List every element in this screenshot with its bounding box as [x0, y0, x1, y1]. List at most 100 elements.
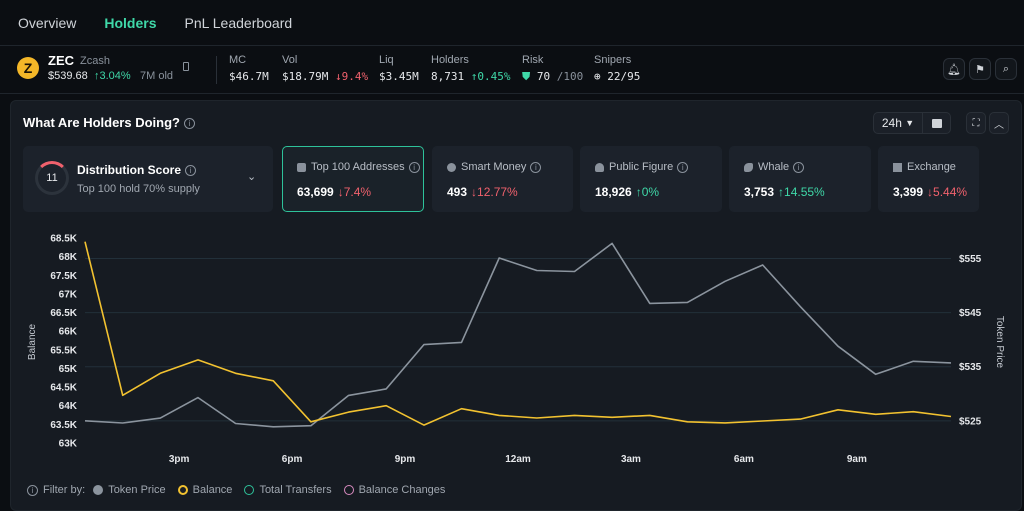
vol-change: ↓9.4% — [334, 70, 369, 83]
x-tick-label: 3am — [621, 454, 641, 465]
legend-label: Token Price — [108, 484, 166, 496]
card-title: Exchange — [893, 161, 956, 173]
legend-label: Total Transfers — [259, 484, 332, 496]
vol-value: $18.79M — [282, 70, 329, 83]
search-button[interactable]: ⌕ — [995, 58, 1017, 80]
y-tick-label-left: 65K — [59, 364, 78, 375]
y-tick-label-left: 63K — [59, 439, 78, 450]
card-top-100-addresses[interactable]: Top 100 Addresses i 63,699 ↓7.4% — [282, 146, 424, 212]
y-tick-label-right: $525 — [959, 416, 982, 427]
stat-snipers: Snipers ⊕ 22/95 — [594, 54, 640, 83]
shield-icon: ⛊ — [522, 70, 531, 83]
panel-title: What Are Holders Doing? i — [23, 115, 195, 130]
whale-icon — [744, 162, 753, 172]
y-tick-label-left: 67.5K — [50, 271, 77, 282]
stat-risk: Risk ⛊ 70 /100 — [522, 54, 583, 84]
card-value-number: 493 — [447, 185, 468, 199]
public-figure-icon — [595, 162, 604, 172]
calendar-button[interactable] — [923, 112, 951, 134]
card-exchange[interactable]: Exchange 3,399 ↓5.44% — [878, 146, 979, 212]
y-tick-label-left: 66K — [59, 327, 78, 338]
bell-icon: 🔔︎ — [947, 63, 961, 76]
copy-icon[interactable] — [183, 62, 189, 71]
y-tick-label-left: 64K — [59, 401, 78, 412]
risk-max: /100 — [556, 70, 584, 83]
stat-value: 8,731 ↑0.45% — [431, 70, 511, 83]
stat-value: ⊕ 22/95 — [594, 70, 640, 83]
distribution-title: Distribution Score i — [77, 163, 197, 177]
legend-token-price[interactable]: Token Price — [93, 484, 166, 496]
card-value: 63,699 ↓7.4% — [297, 185, 371, 199]
card-smart-money[interactable]: Smart Money i 493 ↓12.77% — [432, 146, 573, 212]
distribution-subtitle: Top 100 hold 70% supply — [77, 183, 200, 195]
series-line-balance — [84, 241, 952, 426]
tab-overview[interactable]: Overview — [18, 14, 77, 31]
panel-title-text: What Are Holders Doing? — [23, 115, 180, 130]
x-tick-label: 6am — [734, 454, 754, 465]
legend-balance-changes[interactable]: Balance Changes — [343, 484, 446, 496]
distribution-title-text: Distribution Score — [77, 163, 182, 177]
card-change: ↓7.4% — [337, 185, 372, 199]
stat-liq: Liq $3.45M — [379, 54, 419, 83]
caret-down-icon: ▼ — [905, 118, 915, 128]
legend-total-transfers[interactable]: Total Transfers — [244, 484, 332, 496]
snipers-value: 22/95 — [607, 70, 641, 83]
chevron-up-icon: ︿ — [994, 119, 1004, 131]
fullscreen-button[interactable]: ⛶ — [966, 112, 986, 134]
chart-legend: i Filter by: Token Price Balance Total T… — [27, 484, 457, 496]
token-price-change: ↑3.04% — [94, 70, 131, 82]
stat-vol: Vol $18.79M ↓9.4% — [282, 54, 368, 83]
collapse-button[interactable]: ︿ — [989, 112, 1009, 134]
distribution-score-card[interactable]: 11 Distribution Score i Top 100 hold 70% … — [23, 146, 273, 212]
card-title-text: Whale — [758, 161, 790, 173]
card-title: Public Figure i — [595, 161, 689, 173]
stat-label: Snipers — [594, 54, 632, 66]
legend-dot-icon — [93, 485, 104, 495]
tab-pnl-leaderboard[interactable]: PnL Leaderboard — [184, 14, 293, 31]
x-tick-label: 12am — [505, 454, 531, 465]
legend-dot-icon — [343, 485, 354, 495]
info-icon[interactable]: i — [27, 484, 38, 496]
token-age: 7M old — [140, 70, 174, 82]
x-tick-label: 6pm — [282, 454, 303, 465]
timeframe-select[interactable]: 24h ▼ — [873, 112, 923, 134]
info-icon[interactable]: i — [677, 161, 689, 173]
holders-chart[interactable]: 68.5K 68K 67.5K 67K 66.5K 66K 65.5K 65K 64.5K 64K… — [11, 227, 1021, 477]
stat-label: Vol — [282, 54, 298, 66]
stat-label: Holders — [431, 54, 469, 66]
x-tick-label: 9am — [847, 454, 867, 465]
flag-icon: ⚑ — [975, 63, 985, 76]
bell-button[interactable]: 🔔︎ — [943, 58, 965, 80]
distribution-gauge: 11 — [35, 161, 69, 195]
flag-button[interactable]: ⚑ — [969, 58, 991, 80]
stat-label: MC — [229, 54, 247, 66]
x-tick-label: 3pm — [169, 454, 190, 465]
card-title: Whale i — [744, 161, 805, 173]
wallet-icon — [297, 162, 306, 172]
info-icon[interactable]: i — [530, 161, 542, 173]
tab-holders[interactable]: Holders — [104, 14, 157, 31]
card-whale[interactable]: Whale i 3,753 ↑14.55% — [729, 146, 871, 212]
card-title-text: Exchange — [907, 161, 956, 173]
legend-label: Balance Changes — [358, 484, 446, 496]
legend-balance[interactable]: Balance — [177, 484, 232, 496]
chevron-down-icon[interactable]: ⌄ — [247, 171, 257, 183]
card-value: 3,399 ↓5.44% — [893, 185, 967, 199]
info-icon[interactable]: i — [183, 118, 195, 130]
card-title: Top 100 Addresses i — [297, 161, 420, 173]
y-tick-label-left: 68.5K — [50, 234, 77, 245]
y-tick-label-right: $535 — [959, 362, 982, 373]
stat-mc: MC $46.7M — [229, 54, 269, 83]
card-public-figure[interactable]: Public Figure i 18,926 ↑0% — [580, 146, 722, 212]
card-change: ↓5.44% — [927, 185, 968, 199]
info-icon[interactable]: i — [185, 165, 197, 177]
y-tick-label-right: $555 — [959, 254, 982, 265]
tab-bar: Overview Holders PnL Leaderboard — [0, 0, 1024, 46]
x-tick-label: 9pm — [395, 454, 416, 465]
card-value: 3,753 ↑14.55% — [744, 185, 825, 199]
info-icon[interactable]: i — [408, 161, 420, 173]
expand-icon: ⛶ — [972, 117, 980, 129]
stat-label: Liq — [379, 54, 394, 66]
stat-holders: Holders 8,731 ↑0.45% — [431, 54, 511, 83]
info-icon[interactable]: i — [793, 161, 805, 173]
